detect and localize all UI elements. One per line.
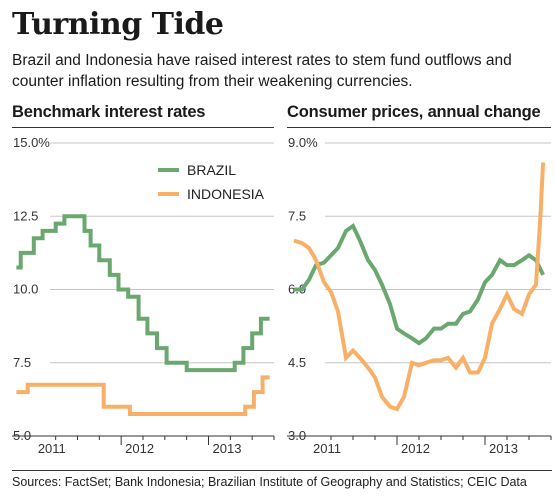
y-tick-label: 7.5 xyxy=(13,355,31,370)
y-tick-label: 15.0% xyxy=(13,135,50,150)
y-tick-label: 9.0% xyxy=(288,135,318,150)
chart-title: Turning Tide xyxy=(12,7,224,42)
source-note: Sources: FactSet; Bank Indonesia; Brazil… xyxy=(12,470,552,491)
x-tick-label: 2012 xyxy=(401,441,430,456)
x-tick-label: 2011 xyxy=(38,441,66,456)
x-tick-label: 2011 xyxy=(313,441,341,456)
consumer-prices-panel-title: Consumer prices, annual change xyxy=(287,103,541,121)
y-tick-label: 4.5 xyxy=(288,355,306,370)
x-tick-label: 2013 xyxy=(213,441,242,456)
interest-rates-chart: 5.07.510.012.515.0%2011 2012 2013BRAZILIND… xyxy=(12,135,275,456)
y-tick-label: 7.5 xyxy=(288,208,306,223)
series-line-indonesia xyxy=(293,162,546,412)
series-line-brazil xyxy=(294,223,545,346)
x-tick-label: 2013 xyxy=(489,441,518,456)
y-tick-label: 12.5 xyxy=(13,208,38,223)
chart-subtitle: Brazil and Indonesia have raised interes… xyxy=(12,52,512,90)
y-tick-label: 10.0 xyxy=(13,282,38,297)
legend-label-indonesia: INDONESIA xyxy=(187,186,265,202)
series-line-indonesia xyxy=(16,375,270,416)
consumer-prices-chart: 3.04.56.07.59.0%2011 2012 2013 xyxy=(287,135,552,456)
x-tick-label: 2012 xyxy=(125,441,154,456)
left-panel-rule xyxy=(12,127,274,128)
right-panel-rule xyxy=(287,127,551,128)
series-line-brazil xyxy=(16,214,270,373)
legend-label-brazil: BRAZIL xyxy=(187,162,236,178)
interest-rates-panel-title: Benchmark interest rates xyxy=(12,103,206,121)
